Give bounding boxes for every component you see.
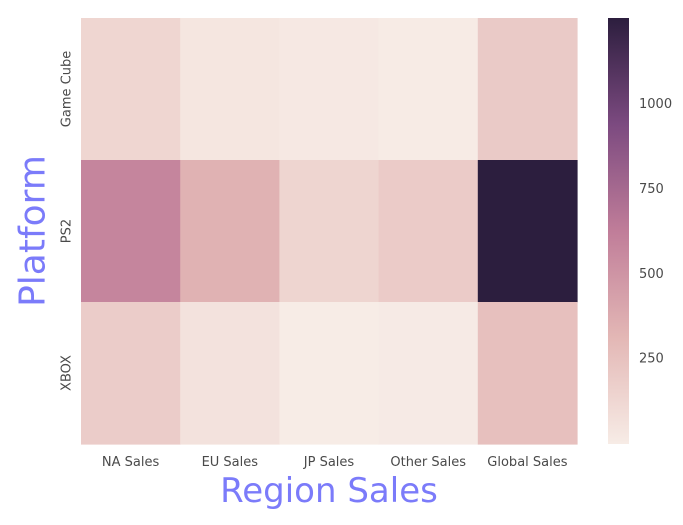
- heatmap-cell-game-cube-na-sales: [81, 18, 181, 161]
- y-tick-labels: Game Cube PS2 XBOX: [60, 51, 75, 391]
- heatmap-cell-ps2-global-sales: [477, 160, 578, 303]
- y-tick-label: XBOX: [60, 355, 75, 391]
- x-axis-title: Region Sales: [220, 471, 438, 511]
- x-tick-label: Global Sales: [487, 455, 567, 470]
- x-tick-label: Other Sales: [390, 455, 466, 470]
- x-tick-label: JP Sales: [303, 455, 355, 470]
- heatmap-cell-xbox-global-sales: [477, 302, 578, 445]
- colorbar-tick-labels: 250 500 750 1000: [639, 97, 672, 367]
- heatmap-cell-xbox-eu-sales: [180, 302, 280, 445]
- heatmap-cell-ps2-other-sales: [378, 160, 479, 303]
- colorbar-tick-label: 500: [639, 267, 664, 282]
- heatmap-cell-game-cube-other-sales: [378, 18, 479, 161]
- y-tick-label: Game Cube: [60, 51, 75, 127]
- heatmap-cell-ps2-na-sales: [81, 160, 181, 303]
- heatmap-cell-ps2-eu-sales: [180, 160, 280, 303]
- heatmap-cell-ps2-jp-sales: [279, 160, 380, 303]
- heatmap-cell-game-cube-jp-sales: [279, 18, 380, 161]
- heatmap-cell-xbox-other-sales: [378, 302, 479, 445]
- x-tick-label: NA Sales: [102, 455, 160, 470]
- colorbar-tick-label: 750: [639, 182, 664, 197]
- heatmap-cell-game-cube-eu-sales: [180, 18, 280, 161]
- colorbar-tick-label: 250: [639, 352, 664, 367]
- colorbar: [608, 18, 629, 444]
- colorbar-tick-label: 1000: [639, 97, 672, 112]
- heatmap-cells: [81, 18, 578, 445]
- x-tick-labels: NA Sales EU Sales JP Sales Other Sales Globa…: [102, 455, 568, 470]
- heatmap-cell-game-cube-global-sales: [477, 18, 578, 161]
- y-tick-label: PS2: [60, 219, 75, 243]
- y-axis-title: Platform: [13, 155, 54, 307]
- x-tick-label: EU Sales: [202, 455, 259, 470]
- heatmap-cell-xbox-na-sales: [81, 302, 181, 445]
- heatmap-cell-xbox-jp-sales: [279, 302, 380, 445]
